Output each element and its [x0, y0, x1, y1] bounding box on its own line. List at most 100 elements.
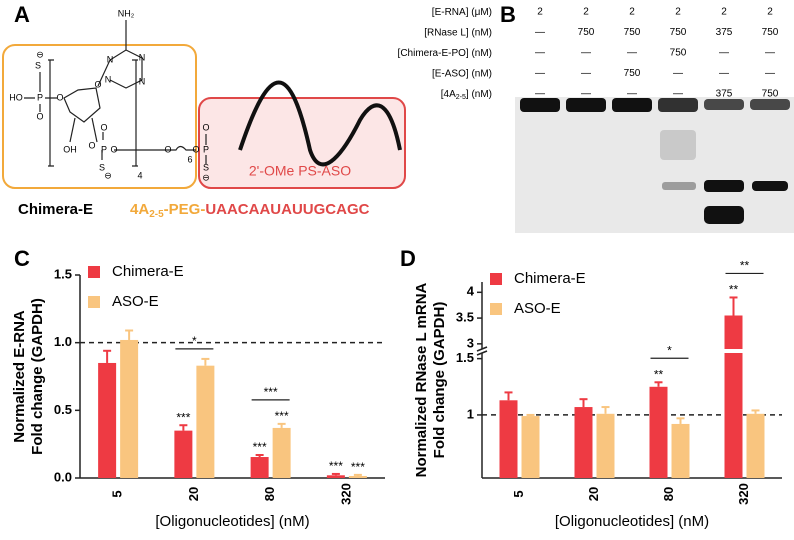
atom-label: P [37, 92, 43, 102]
row-label-text: [E-ASO] (nM) [432, 68, 492, 79]
atom-label: 6 [187, 154, 192, 164]
y-tick-label: 1.5 [456, 350, 474, 365]
row-label: [4A2-5] (nM) [441, 89, 492, 101]
atom-label: N [107, 54, 114, 64]
row-label-text: [Chimera-E-PO] (nM) [398, 48, 492, 59]
sequence-subscript: 2-5 [149, 209, 164, 220]
y-axis-label: Normalized E-RNA [11, 310, 28, 443]
cell: — [581, 48, 591, 59]
cell: 375 [716, 89, 733, 100]
cell: 2 [629, 7, 635, 18]
atom-label: N [139, 52, 146, 62]
atom-label: O [202, 122, 209, 132]
bracket-label: * [192, 334, 197, 348]
cell: — [719, 68, 729, 79]
atom-label: S [203, 162, 209, 172]
legend-swatch [490, 273, 502, 285]
atom-label: ⊖ [202, 172, 210, 182]
legend-label: Chimera-E [112, 263, 184, 280]
significance: *** [176, 410, 190, 424]
panel-label: A [14, 2, 30, 27]
atom-label: P [101, 144, 107, 154]
atom-label: O [110, 144, 117, 154]
bar [574, 407, 593, 478]
atom-label: N [139, 76, 146, 86]
y-tick-label: 1.0 [54, 334, 72, 349]
bar [272, 427, 291, 478]
cell: 750 [670, 48, 687, 59]
cell: — [627, 89, 637, 100]
row-label-text: [4A [441, 89, 456, 100]
compound-name: Chimera-E [18, 201, 93, 218]
cell: 375 [716, 27, 733, 38]
cell: 2 [675, 7, 681, 18]
cell: 750 [670, 27, 687, 38]
x-tick-label: 20 [186, 487, 201, 501]
bar [649, 386, 668, 478]
panel-label: B [500, 2, 516, 27]
cell: 750 [624, 27, 641, 38]
bar [746, 413, 765, 478]
axis-break [476, 346, 488, 352]
atom-label: ⊖ [104, 170, 112, 180]
y-tick-label: 1.5 [54, 266, 72, 281]
bar [671, 423, 690, 478]
legend-label: ASO-E [112, 293, 159, 310]
atom-label: OH [63, 144, 77, 154]
atom-label: N [105, 74, 112, 84]
legend-label: ASO-E [514, 300, 561, 317]
cell: 750 [578, 27, 595, 38]
bar [724, 315, 743, 349]
atom-label: O [36, 111, 43, 121]
atom-label: 4 [137, 170, 142, 180]
y-tick-label: 4 [467, 284, 475, 299]
x-tick-label: 320 [736, 483, 751, 505]
atom-label: O [94, 79, 101, 89]
y-tick-label: 0.0 [54, 469, 72, 484]
row-label: [Chimera-E-PO] (nM) [398, 48, 492, 59]
cell: — [535, 27, 545, 38]
bar-group [724, 315, 743, 349]
x-tick-label: 5 [110, 490, 125, 497]
cell: 750 [762, 27, 779, 38]
cell: — [535, 48, 545, 59]
bar [98, 362, 117, 478]
cell: — [535, 89, 545, 100]
bar [724, 353, 743, 478]
structure-bonds [24, 20, 402, 167]
row-label: [E-ASO] (nM) [432, 68, 492, 79]
x-tick-label: 320 [338, 483, 353, 505]
y-tick-label: 0.5 [54, 402, 72, 417]
bar [521, 416, 540, 478]
cell: — [535, 68, 545, 79]
legend-swatch [88, 296, 100, 308]
atom-label: ⊖ [36, 49, 44, 59]
atom-label: S [99, 162, 105, 172]
bracket-label: *** [264, 385, 278, 399]
atom-label: P [203, 144, 209, 154]
y-tick-label: 3 [467, 335, 474, 350]
row-label-suffix: ] (nM) [466, 89, 492, 100]
cell: — [765, 48, 775, 59]
row-label-text: [E-RNA] (μM) [432, 7, 492, 18]
x-tick-label: 80 [262, 487, 277, 501]
bar-group [499, 353, 765, 478]
bar [499, 400, 518, 478]
y-axis-label: Fold change (GAPDH) [29, 298, 46, 455]
sequence-prefix: 4A [130, 201, 149, 218]
cell: — [673, 89, 683, 100]
row-label-text: [RNase L] (nM) [424, 27, 492, 38]
x-tick-label: 20 [586, 487, 601, 501]
significance: *** [253, 440, 267, 454]
axis-break [476, 350, 488, 356]
bar [326, 475, 345, 478]
bar [174, 430, 193, 478]
x-tick-label: 80 [661, 487, 676, 501]
y-tick-label: 1 [467, 406, 474, 421]
cell: — [581, 89, 591, 100]
gel [515, 97, 794, 233]
atom-label: O [164, 144, 171, 154]
legend-swatch [490, 303, 502, 315]
significance: *** [351, 460, 365, 474]
